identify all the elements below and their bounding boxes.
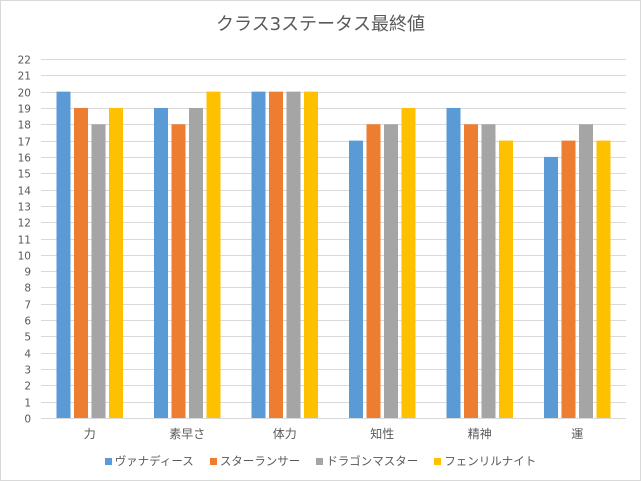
bar [91, 124, 106, 418]
legend-label: フェンリルナイト [444, 454, 537, 468]
legend-label: スターランサー [219, 454, 301, 468]
chart-title: クラス3ステータス最終値 [215, 14, 426, 35]
y-tick-label: 14 [18, 186, 32, 198]
y-tick-label: 22 [18, 55, 31, 67]
x-tick-label: 知性 [370, 427, 394, 441]
legend-swatch [209, 457, 217, 465]
y-tick-label: 10 [18, 251, 31, 263]
x-tick-label: 体力 [273, 427, 297, 441]
y-tick-label: 4 [24, 349, 31, 361]
y-tick-label: 18 [18, 120, 31, 132]
bar [384, 124, 398, 418]
y-tick-label: 8 [24, 283, 31, 295]
bar [401, 107, 416, 419]
y-tick-label: 16 [18, 153, 32, 165]
bar [206, 91, 221, 419]
legend-swatch [434, 457, 442, 465]
x-tick-label: 素早さ [169, 427, 205, 441]
x-tick-label: 力 [84, 427, 96, 441]
bar [56, 91, 71, 419]
y-tick-label: 20 [18, 88, 31, 100]
bar [74, 107, 88, 419]
y-tick-label: 1 [24, 398, 31, 410]
bar [499, 140, 513, 418]
x-tick-label: 精神 [468, 427, 492, 441]
legend-item: ヴァナディース [104, 453, 194, 469]
y-tick-label: 3 [24, 365, 31, 377]
x-axis-labels: 力 素早さ 体力 知性 精神 運 [84, 427, 584, 441]
bar [269, 91, 283, 419]
y-tick-label: 7 [24, 300, 31, 312]
legend-label: ドラゴンマスター [326, 454, 419, 468]
y-tick-label: 0 [24, 414, 31, 426]
bar [579, 124, 593, 418]
x-tick-label: 運 [571, 427, 583, 441]
y-tick-label: 12 [18, 218, 31, 230]
legend-swatch [316, 457, 324, 465]
bar [109, 107, 123, 419]
bars [56, 91, 611, 419]
y-tick-label: 21 [18, 71, 31, 83]
legend-item: フェンリルナイト [434, 453, 536, 469]
legend-label: ヴァナディース [114, 454, 194, 468]
legend-item: ドラゴンマスター [316, 453, 418, 469]
y-tick-label: 2 [24, 381, 31, 393]
bar [481, 124, 496, 418]
legend-item: スターランサー [209, 453, 301, 469]
y-tick-label: 11 [18, 235, 31, 247]
y-tick-label: 13 [18, 202, 31, 214]
y-tick-label: 6 [24, 316, 31, 328]
y-tick-label: 5 [24, 332, 31, 344]
legend: ヴァナディース スターランサー ドラゴンマスター フェンリルナイト [0, 453, 641, 469]
bar [464, 124, 478, 418]
bar [544, 156, 558, 418]
y-tick-label: 17 [18, 137, 31, 149]
legend-swatch [104, 457, 112, 465]
y-tick-label: 9 [24, 267, 31, 279]
bar [366, 124, 381, 418]
bar [251, 91, 266, 419]
y-tick-label: 15 [18, 169, 31, 181]
bar [561, 140, 576, 418]
bar [304, 91, 318, 419]
bar [446, 107, 461, 419]
y-tick-label: 19 [18, 104, 31, 116]
gridlines [41, 59, 626, 419]
bar [171, 124, 186, 418]
bar [154, 107, 168, 419]
bar [349, 140, 363, 418]
bar [596, 140, 611, 418]
bar [286, 91, 301, 419]
bar [189, 107, 203, 419]
